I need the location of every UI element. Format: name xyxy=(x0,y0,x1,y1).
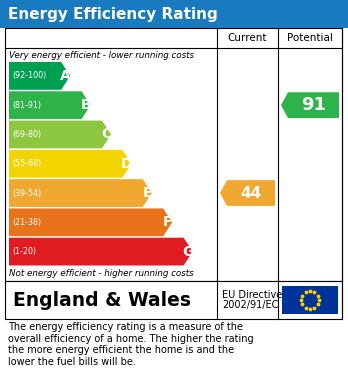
Polygon shape xyxy=(9,238,192,265)
Text: EU Directive: EU Directive xyxy=(222,290,282,300)
Bar xyxy=(282,286,338,314)
Text: (1-20): (1-20) xyxy=(12,247,36,256)
Text: (92-100): (92-100) xyxy=(12,72,46,81)
Text: Not energy efficient - higher running costs: Not energy efficient - higher running co… xyxy=(9,269,193,278)
Text: (39-54): (39-54) xyxy=(12,188,41,197)
Polygon shape xyxy=(281,92,339,118)
Text: Energy Efficiency Rating: Energy Efficiency Rating xyxy=(8,7,218,22)
Polygon shape xyxy=(9,150,132,178)
Text: Very energy efficient - lower running costs: Very energy efficient - lower running co… xyxy=(9,50,194,59)
Text: F: F xyxy=(163,215,173,229)
Text: England & Wales: England & Wales xyxy=(13,291,191,310)
Text: G: G xyxy=(182,245,194,258)
Text: C: C xyxy=(101,127,112,142)
Bar xyxy=(5,281,342,319)
Text: Potential: Potential xyxy=(287,33,333,43)
Text: (81-91): (81-91) xyxy=(12,100,41,110)
Text: Current: Current xyxy=(228,33,267,43)
Polygon shape xyxy=(9,91,90,119)
Polygon shape xyxy=(9,208,172,236)
Polygon shape xyxy=(9,62,70,90)
Polygon shape xyxy=(9,120,111,148)
Text: B: B xyxy=(81,98,92,112)
Text: (21-38): (21-38) xyxy=(12,218,41,227)
Polygon shape xyxy=(220,180,275,206)
Text: 44: 44 xyxy=(240,186,262,201)
Text: E: E xyxy=(143,186,152,200)
Text: A: A xyxy=(60,69,71,83)
Text: The energy efficiency rating is a measure of the
overall efficiency of a home. T: The energy efficiency rating is a measur… xyxy=(8,322,254,367)
Bar xyxy=(0,0,348,28)
Text: (69-80): (69-80) xyxy=(12,130,41,139)
Text: 2002/91/EC: 2002/91/EC xyxy=(222,300,278,310)
Text: D: D xyxy=(121,157,133,171)
Text: 91: 91 xyxy=(301,96,326,114)
Polygon shape xyxy=(9,179,152,207)
Text: (55-68): (55-68) xyxy=(12,159,41,168)
Bar xyxy=(5,28,342,281)
